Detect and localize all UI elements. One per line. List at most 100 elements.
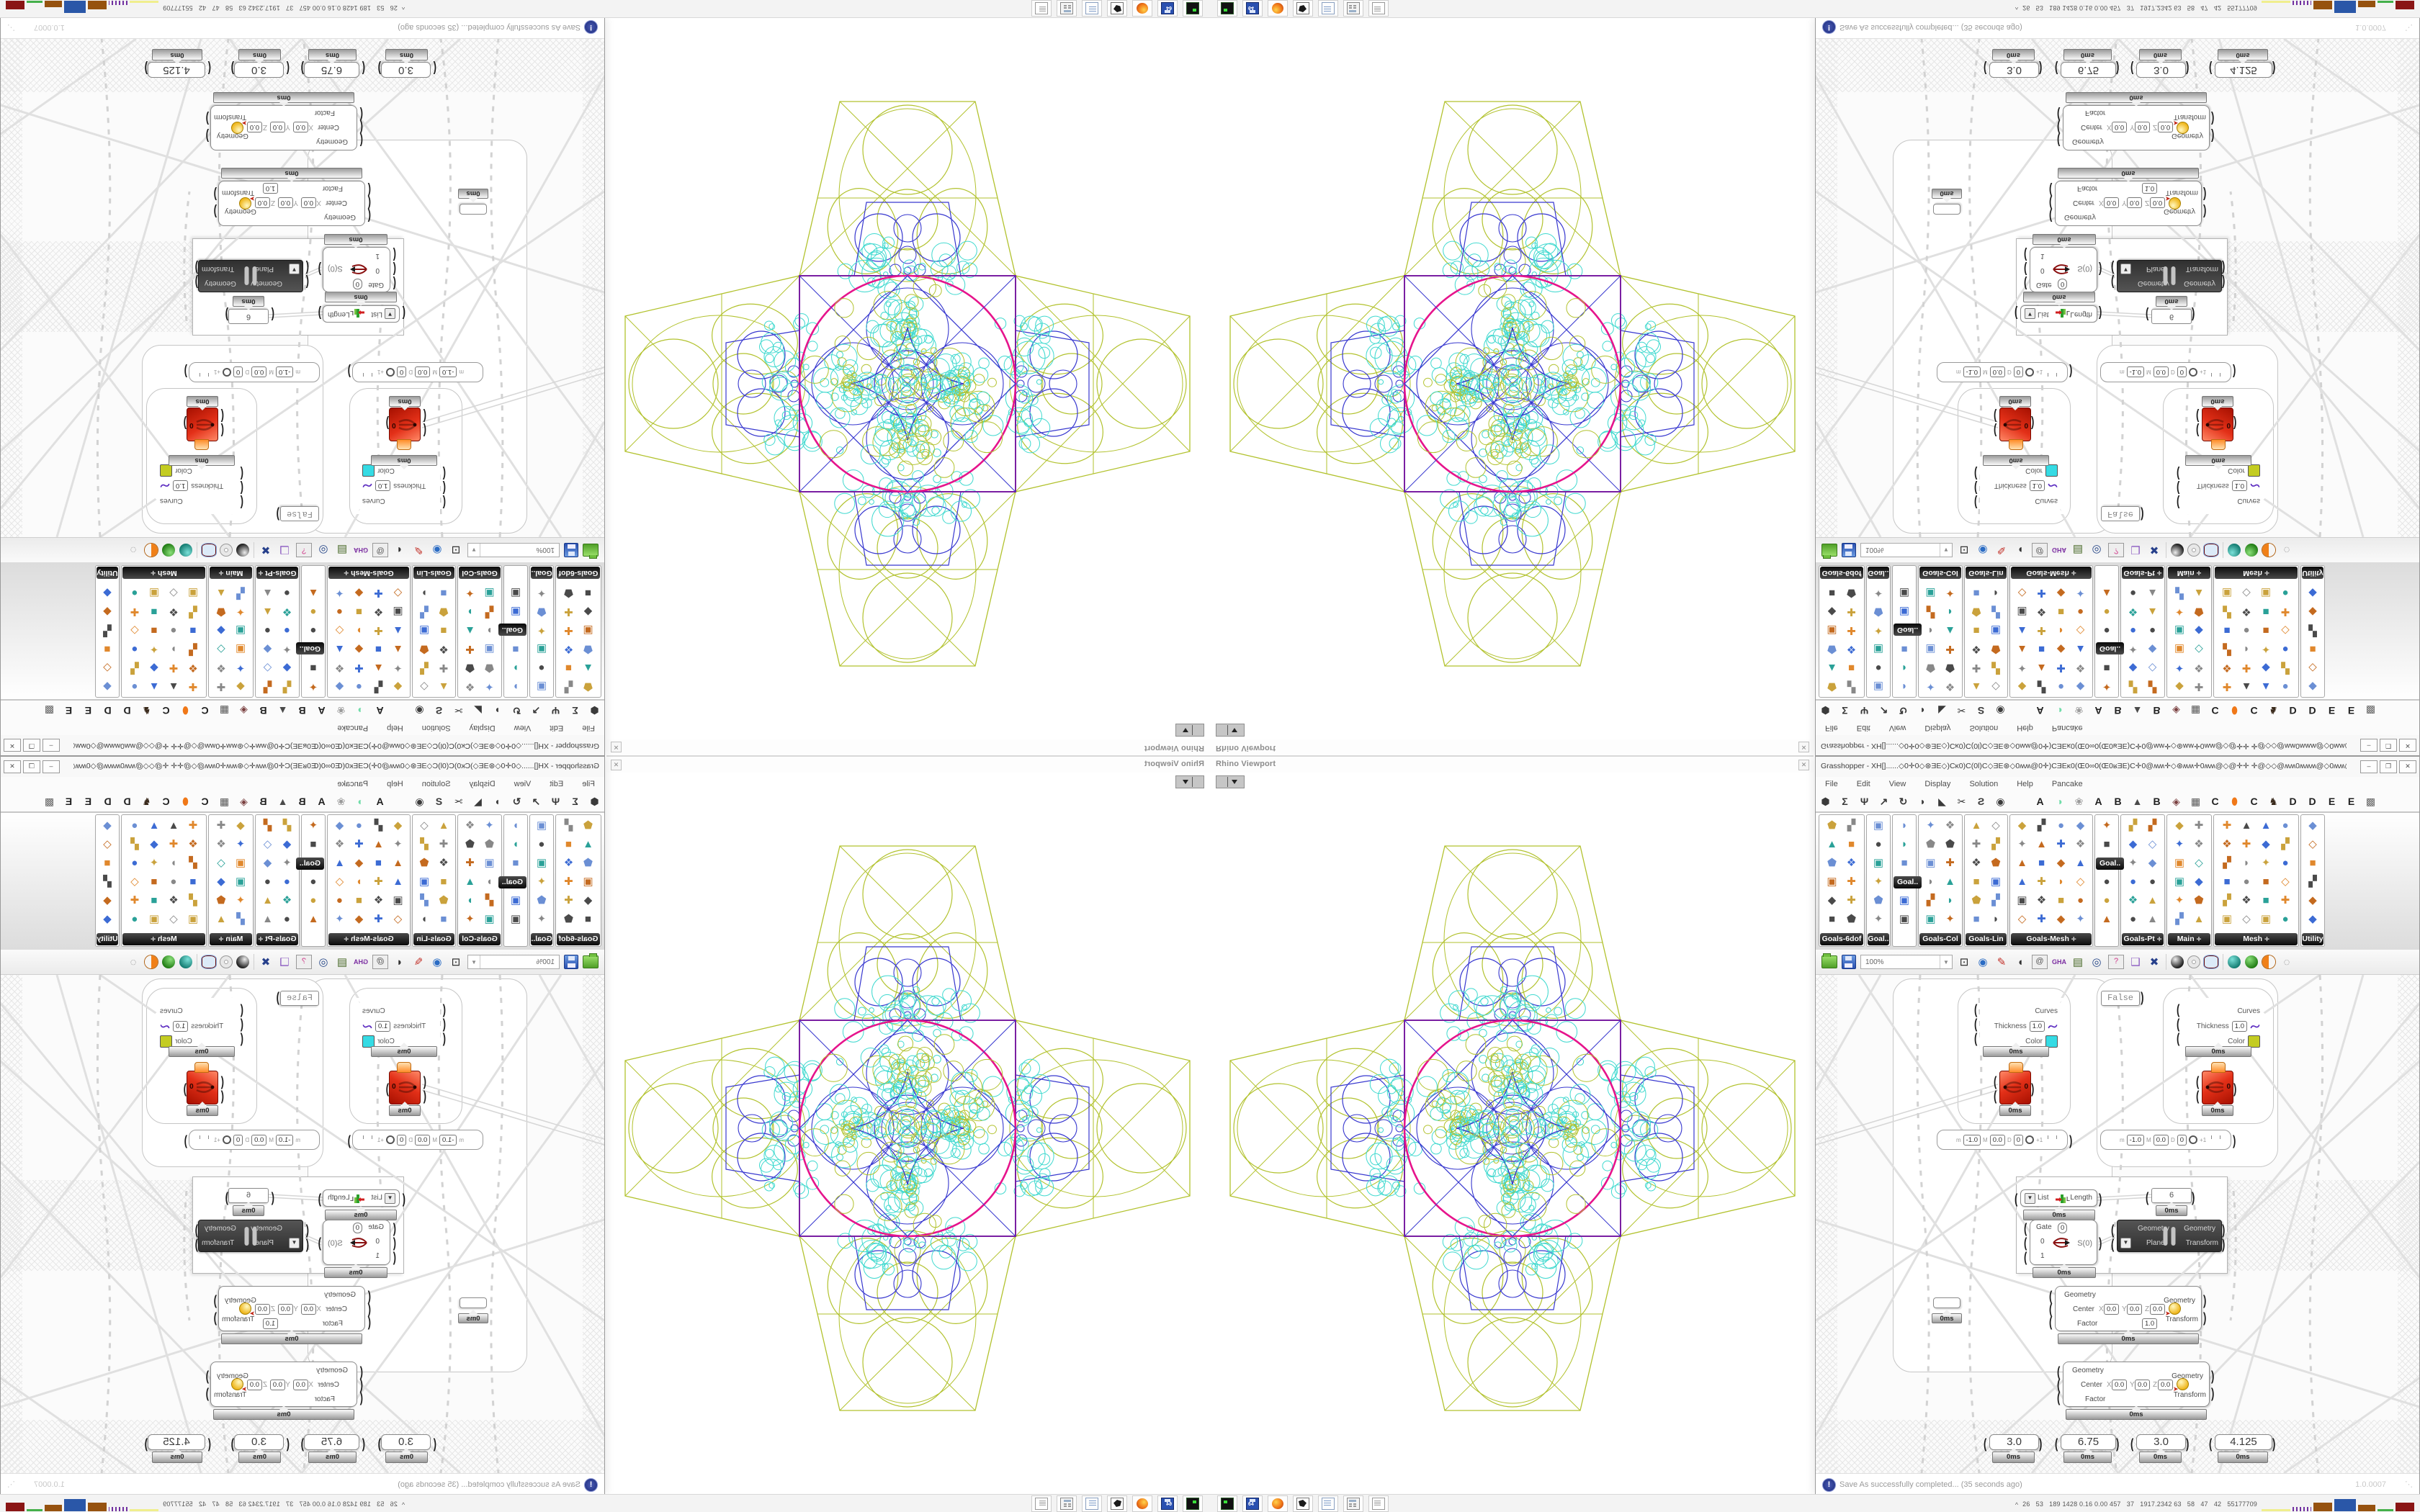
component-icon[interactable]: ▞ — [420, 606, 429, 618]
component-icon[interactable]: ▲ — [168, 680, 179, 693]
taskbar-notepad-icon[interactable] — [1318, 1495, 1338, 1512]
category-label[interactable]: Main✛ — [210, 933, 252, 945]
component-icon[interactable]: ▣ — [510, 913, 521, 925]
category-label[interactable]: Goals-Mesh✛ — [2011, 567, 2092, 579]
search-icon[interactable]: ◎ — [2092, 956, 2102, 968]
component-category-column[interactable]: ✦■●●●▲ — [301, 814, 326, 947]
plugin-tab-icon[interactable]: Σ — [1842, 796, 1848, 807]
component-icon[interactable]: ▣ — [1925, 643, 1936, 655]
component-icon[interactable]: ❖ — [2194, 838, 2204, 850]
gh-canvas[interactable]: False ) Curves Thickness 1.0 〜 Color ( ( (… — [1816, 39, 2419, 537]
plugin-tab-icon[interactable]: Ψ — [1860, 705, 1869, 716]
component-icon[interactable]: ✦ — [236, 606, 246, 618]
component-icon[interactable]: ◆ — [2308, 894, 2317, 906]
component-category-column[interactable]: ✚ ▲ ▲ ● ❖ ✚ ◆ ▞ ▞ ◗ ✦ ● ■ ● ■ ◇ ▞ ❖ ■ ✚ ▣ ◇ ▣ ● Mesh✛ — [2213, 565, 2299, 698]
plugin-tab-icon[interactable]: ▦ — [219, 796, 230, 807]
component-icon[interactable]: ▲ — [393, 876, 403, 888]
plugin-tab-icon[interactable]: A — [318, 796, 326, 807]
component-icon[interactable]: ▲ — [393, 624, 403, 636]
boolean-toggle[interactable]: False ) — [275, 506, 319, 522]
plugin-tab-icon[interactable]: ◗ — [494, 796, 501, 807]
component-icon[interactable]: ⬟ — [465, 662, 475, 674]
component-icon[interactable]: ■ — [310, 662, 317, 674]
component-icon[interactable]: ● — [2129, 913, 2137, 925]
component-icon[interactable]: ▣ — [1873, 857, 1884, 869]
component-icon[interactable]: ◗ — [512, 680, 519, 693]
component-icon[interactable]: ⬟ — [1991, 857, 2001, 869]
component-icon[interactable]: ✦ — [282, 643, 292, 655]
component-icon[interactable]: ▲ — [148, 680, 160, 693]
component-icon[interactable]: ▣ — [583, 624, 593, 636]
component-icon[interactable]: ❖ — [1971, 857, 1981, 869]
component-icon[interactable]: ■ — [2103, 838, 2110, 850]
teal-material-icon[interactable] — [179, 544, 192, 557]
component-icon[interactable]: ⬟ — [583, 819, 593, 832]
component-icon[interactable]: ● — [355, 680, 363, 693]
component-icon[interactable]: ▲ — [168, 819, 179, 832]
component-icon[interactable]: ✦ — [2017, 838, 2027, 850]
plugin-tab-icon[interactable]: ✂ — [454, 705, 463, 716]
close-button[interactable]: ✕ — [2399, 760, 2416, 773]
component-icon[interactable]: ■ — [1828, 587, 1836, 599]
component-icon[interactable]: ✚ — [374, 587, 383, 599]
component-icon[interactable]: ⬟ — [563, 913, 574, 925]
component-icon[interactable]: ✦ — [393, 662, 403, 674]
plugin-tab-icon[interactable]: D — [104, 705, 112, 716]
trigger-node[interactable]: 0 — [1999, 408, 2031, 450]
component-icon[interactable]: ▞ — [2223, 894, 2231, 906]
component-icon[interactable]: ● — [2129, 587, 2137, 599]
component-icon[interactable]: ▲ — [1971, 680, 1982, 693]
green-material-icon[interactable] — [162, 544, 175, 557]
component-icon[interactable]: ✦ — [335, 913, 344, 925]
category-label[interactable]: Goals-Mesh✛ — [328, 567, 409, 579]
component-icon[interactable]: ✚ — [2056, 838, 2066, 850]
plugin-tab-icon[interactable]: ▲ — [277, 705, 288, 716]
component-icon[interactable]: ◇ — [2017, 913, 2027, 925]
plugin-tab-icon[interactable]: ▩ — [44, 796, 55, 807]
component-icon[interactable]: ▞ — [130, 662, 139, 674]
minimize-button[interactable]: – — [2360, 739, 2378, 752]
plugin-tab-icon[interactable]: C — [2250, 705, 2258, 716]
resize-grip[interactable]: ⋱ — [6, 1480, 15, 1489]
list-length-node[interactable]: ▼ List L Length — [2020, 1189, 2097, 1207]
resize-grip[interactable]: ⋱ — [2405, 23, 2414, 32]
plugin-tab-icon[interactable]: ↗ — [1879, 705, 1888, 716]
component-icon[interactable]: ⬟ — [216, 894, 226, 906]
expand-icon[interactable]: ✛ — [151, 936, 156, 942]
component-icon[interactable]: ▲ — [2036, 838, 2047, 850]
component-icon[interactable]: ▣ — [1990, 624, 2002, 636]
save-file-icon[interactable] — [564, 955, 578, 969]
component-icon[interactable]: ◇ — [169, 587, 178, 599]
scale-node[interactable]: Geometry Center X 0.0 Y 0.0 Z 0.0 ➤ Fact… — [218, 181, 365, 226]
component-icon[interactable]: ◆ — [2017, 819, 2027, 832]
component-icon[interactable]: ✦ — [485, 819, 494, 832]
plugin-tab-icon[interactable]: C — [162, 796, 170, 807]
component-category-column[interactable]: ◆ ✚ ✦ ❖ ▣ ◇ ▣ ◆ ✦ ⬟ ▞ ▲ Main✛ — [208, 565, 254, 698]
component-icon[interactable]: ■ — [151, 876, 158, 888]
component-icon[interactable]: ▞ — [282, 819, 292, 832]
scale-node[interactable]: Geometry Center X 0.0 Y 0.0 Z 0.0 ➤ Fact… — [210, 105, 357, 150]
close-icon[interactable]: ✕ — [611, 742, 622, 752]
component-icon[interactable]: ◗ — [421, 587, 428, 599]
close-button[interactable]: ✕ — [4, 739, 21, 752]
small-node[interactable] — [460, 204, 487, 215]
number-slider[interactable]: 6.75 — [304, 62, 359, 78]
component-category-column[interactable]: ✦■●●●▲ — [2094, 814, 2119, 947]
taskbar-notepad-icon[interactable] — [1082, 1495, 1102, 1512]
taskbar-terminal-icon[interactable] — [1217, 1495, 1237, 1512]
menu-view[interactable]: View — [1888, 724, 1906, 732]
plugin-tab-icon[interactable]: ♞ — [2269, 705, 2278, 716]
menu-solution[interactable]: Solution — [421, 780, 451, 788]
component-icon[interactable]: ● — [283, 876, 291, 888]
component-icon[interactable]: ✚ — [188, 819, 198, 832]
color-swatch[interactable] — [2045, 1035, 2058, 1048]
balloon-icon[interactable]: ❑ — [279, 544, 290, 556]
component-icon[interactable]: ❖ — [439, 643, 449, 655]
component-icon[interactable]: ■ — [375, 857, 382, 869]
component-icon[interactable]: ✚ — [1847, 876, 1856, 888]
component-icon[interactable]: ◆ — [335, 819, 344, 832]
plugin-tab-icon[interactable]: A — [376, 796, 384, 807]
component-category-column[interactable]: ◆ ✚ ✦ ❖ ▣ ◇ ▣ ◆ ✦ ⬟ ▞ ▲ Main✛ — [2166, 565, 2212, 698]
plugin-tab-icon[interactable]: ◈ — [2172, 705, 2180, 716]
component-icon[interactable]: ▣ — [2017, 894, 2027, 906]
